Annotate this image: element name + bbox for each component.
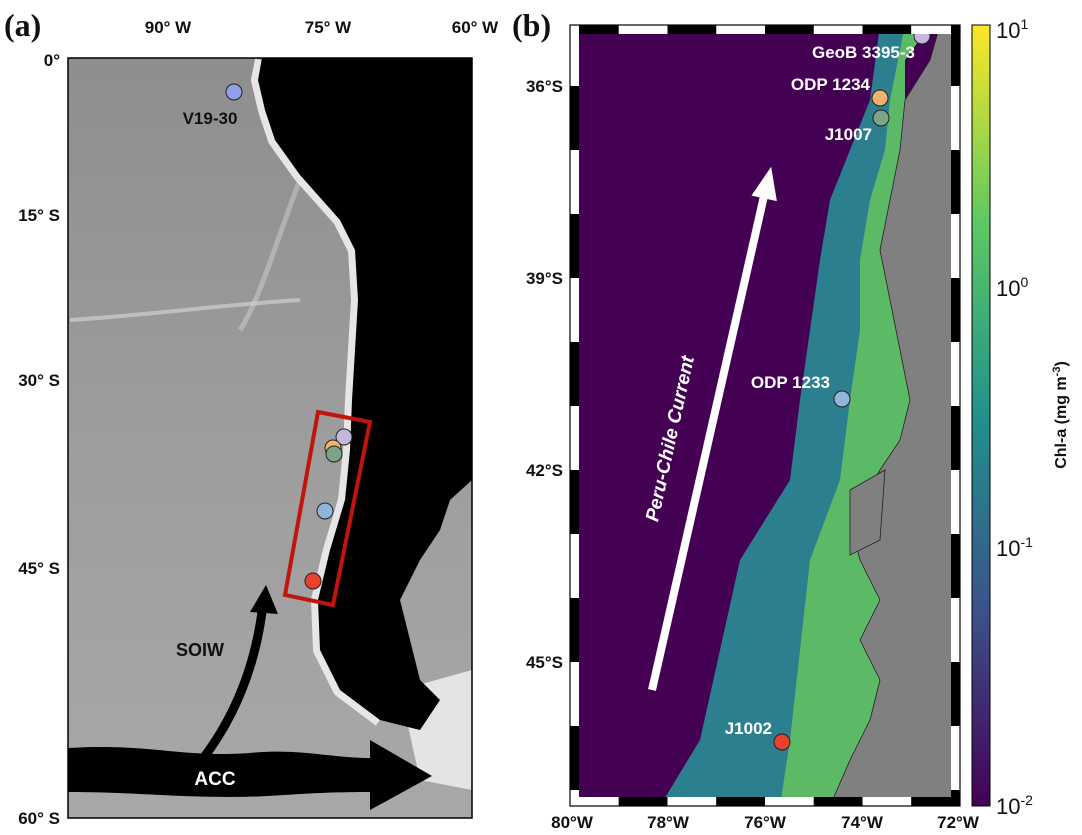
y-tick-label: 36°S — [526, 77, 563, 96]
y-tick-label: 15° S — [18, 206, 60, 225]
border-segment — [951, 790, 960, 806]
site-marker — [872, 90, 888, 106]
x-tick-label: 80°W — [551, 813, 594, 832]
border-segment — [619, 25, 668, 34]
border-segment — [814, 25, 863, 34]
site-marker — [226, 84, 242, 100]
border-segment — [570, 790, 579, 806]
border-segment — [570, 470, 579, 534]
border-segment — [570, 662, 579, 726]
site-label: J1002 — [725, 719, 772, 738]
site-label: ODP 1233 — [751, 373, 830, 392]
site-label: V19-30 — [183, 109, 238, 128]
site-marker — [834, 391, 850, 407]
border-segment — [951, 598, 960, 662]
x-tick-label: 75° W — [305, 18, 352, 37]
current-label: SOIW — [176, 640, 224, 660]
site-label: ODP 1234 — [791, 75, 871, 94]
border-segment — [863, 25, 912, 34]
colorbar-tick-label: 101 — [996, 16, 1028, 43]
border-segment — [716, 25, 765, 34]
border-segment — [765, 797, 814, 806]
border-segment — [951, 150, 960, 214]
border-segment — [668, 25, 717, 34]
site-marker — [774, 734, 790, 750]
y-tick-label: 42°S — [526, 461, 563, 480]
border-segment — [570, 726, 579, 790]
border-segment — [570, 406, 579, 470]
border-segment — [570, 534, 579, 598]
border-segment — [570, 86, 579, 150]
border-segment — [570, 214, 579, 278]
border-segment — [570, 342, 579, 406]
y-tick-label: 30° S — [18, 371, 60, 390]
site-label: J1007 — [825, 125, 872, 144]
border-segment — [619, 797, 668, 806]
border-segment — [951, 25, 960, 86]
y-tick-label: 45° S — [18, 559, 60, 578]
y-tick-label: 0° — [44, 51, 60, 70]
colorbar-tick-label: 10-2 — [996, 792, 1033, 819]
border-segment — [765, 25, 814, 34]
border-segment — [668, 797, 717, 806]
x-tick-label: 76°W — [744, 813, 787, 832]
map-a — [68, 58, 472, 818]
colorbar-tick-label: 10-1 — [996, 534, 1033, 561]
border-segment — [863, 797, 912, 806]
panel-label: (b) — [512, 7, 551, 43]
current-label: ACC — [194, 769, 235, 790]
y-tick-label: 39°S — [526, 269, 563, 288]
y-tick-label: 45°S — [526, 653, 563, 672]
site-marker — [326, 446, 342, 462]
x-tick-label: 72°W — [937, 813, 980, 832]
site-marker — [305, 573, 321, 589]
site-marker — [873, 110, 889, 126]
panel-label: (a) — [4, 7, 41, 43]
border-segment — [951, 342, 960, 406]
border-segment — [814, 797, 863, 806]
border-segment — [570, 150, 579, 214]
border-segment — [951, 278, 960, 342]
border-segment — [951, 214, 960, 278]
x-tick-label: 90° W — [145, 18, 192, 37]
border-segment — [951, 86, 960, 150]
x-tick-label: 74°W — [841, 813, 884, 832]
colorbar-title: Chl-a (mg m-3) — [1051, 361, 1070, 469]
border-segment — [570, 278, 579, 342]
border-segment — [951, 726, 960, 790]
border-segment — [570, 598, 579, 662]
x-tick-label: 78°W — [647, 813, 690, 832]
border-segment — [570, 25, 579, 86]
border-segment — [951, 470, 960, 534]
x-tick-label: 60° W — [452, 18, 499, 37]
figure: (a) V19-30 SOIW ACC 90° W 75° W 60° W 0°… — [0, 0, 1082, 835]
border-segment — [716, 797, 765, 806]
site-label: GeoB 3395-3 — [812, 43, 915, 62]
border-segment — [951, 662, 960, 726]
map-b — [570, 25, 960, 806]
y-tick-label: 60° S — [18, 809, 60, 828]
border-segment — [951, 406, 960, 470]
border-segment — [951, 534, 960, 598]
site-marker — [317, 503, 333, 519]
colorbar-tick-label: 100 — [996, 274, 1028, 301]
colorbar — [972, 25, 990, 806]
